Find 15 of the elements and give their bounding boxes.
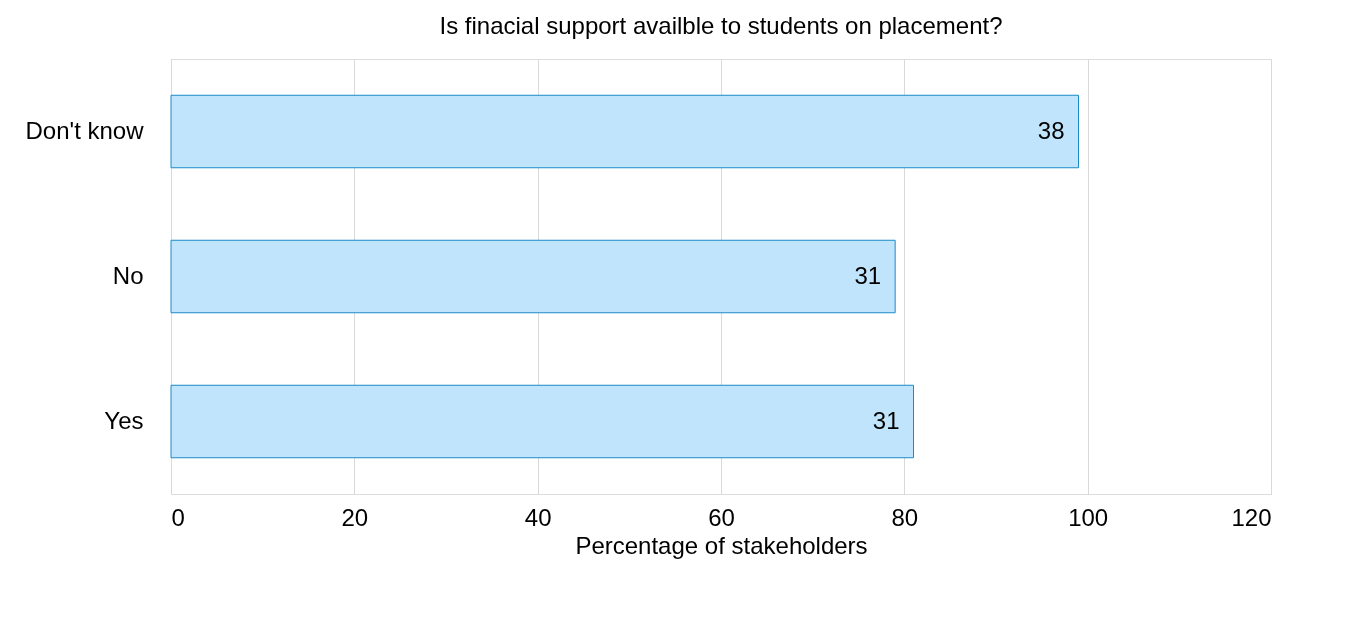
x-tick-label: 0: [171, 503, 185, 531]
annotation: 31: [854, 261, 882, 289]
y-tick-label: No: [112, 261, 144, 289]
x-tick-label: 60: [708, 503, 735, 531]
x-tick-label: 40: [524, 503, 552, 531]
annotation: 31: [872, 406, 900, 434]
y-tick-label: Don't know: [25, 116, 145, 144]
x-axis-title: Percentage of stakeholders: [575, 531, 868, 559]
x-tick-label: 20: [341, 503, 369, 531]
x-tick-label: 100: [1068, 503, 1109, 531]
annotation: 38: [1037, 116, 1065, 144]
x-tick-label: 120: [1231, 503, 1272, 531]
chart-title: Is finacial support availble to students on placement?: [439, 12, 1003, 39]
x-tick-label: 80: [891, 503, 919, 531]
y-tick-label: Yes: [104, 406, 144, 434]
